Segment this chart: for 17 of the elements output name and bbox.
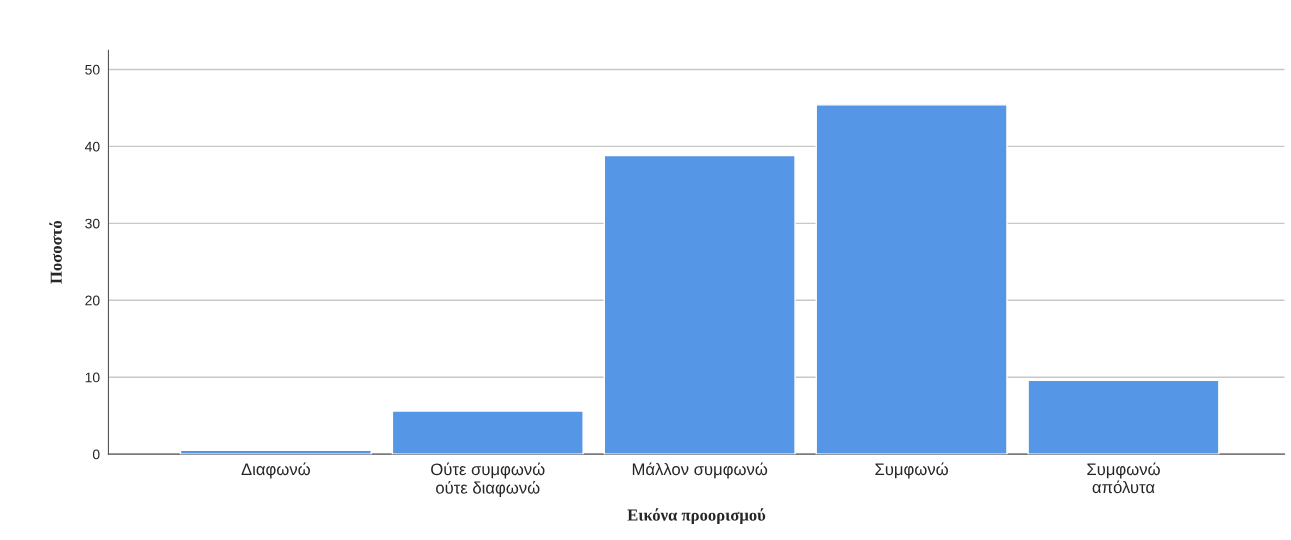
x-tick-label: Μάλλον συμφωνώ <box>632 462 768 479</box>
bar <box>815 104 1008 455</box>
y-tick-label: 0 <box>92 449 100 460</box>
y-tick-label: 30 <box>85 218 100 229</box>
x-tick-label: Διαφωνώ <box>241 462 310 479</box>
x-tick-label: Ούτε συμφωνώ ούτε διαφωνώ <box>431 462 545 498</box>
y-tick-label: 50 <box>85 64 100 75</box>
bar <box>1027 379 1220 455</box>
bar <box>603 154 796 455</box>
y-tick-label: 10 <box>85 372 100 383</box>
y-tick-label: 20 <box>85 295 100 306</box>
y-tick-label: 40 <box>84 141 100 152</box>
bar <box>391 410 584 455</box>
x-axis-title: Εικόνα προορισμού <box>627 508 766 525</box>
x-tick-label: Συμφωνώ <box>875 462 948 479</box>
y-axis-title: Ποσοστό <box>49 220 62 284</box>
x-tick-label: Συμφωνώ απόλυτα <box>1087 462 1160 494</box>
